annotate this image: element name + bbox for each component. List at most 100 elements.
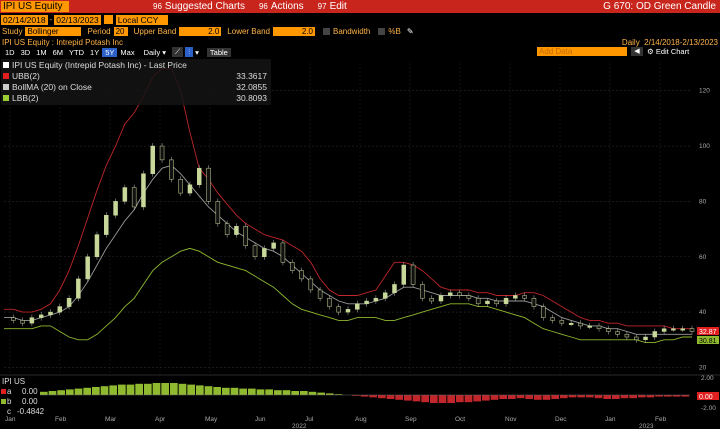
menu-number: 96 xyxy=(153,2,162,11)
candle-body xyxy=(661,328,667,332)
start-date-field[interactable]: 02/14/2018 xyxy=(1,14,48,25)
period-max[interactable]: Max xyxy=(120,47,135,57)
candle-body xyxy=(206,167,211,202)
histogram-bar xyxy=(274,390,282,395)
histogram-bar xyxy=(92,387,100,395)
histogram-bar xyxy=(100,386,109,395)
histogram-bar xyxy=(473,395,481,402)
histogram-bar xyxy=(395,395,403,400)
histogram-bar xyxy=(187,384,195,395)
candle-body xyxy=(224,223,230,235)
legend-row-lbb[interactable]: LBB(2) 30.8093 xyxy=(1,92,271,103)
histogram-bar xyxy=(378,395,386,399)
histogram-bar xyxy=(40,391,48,395)
period-5y[interactable]: 5Y xyxy=(102,47,118,57)
candle-body xyxy=(289,262,295,271)
histogram-bar xyxy=(213,387,221,395)
candle-body xyxy=(76,278,81,299)
histogram-bar xyxy=(265,389,273,395)
table-button[interactable]: Table xyxy=(206,47,231,57)
histogram-bar xyxy=(603,395,611,399)
lower-badge: 0.00 xyxy=(699,394,713,401)
legend-row-bollma[interactable]: BollMA (20) on Close 32.0855 xyxy=(1,81,271,92)
candle-body xyxy=(234,226,239,235)
period-3d[interactable]: 3D xyxy=(20,47,31,57)
histogram-bar xyxy=(334,394,343,395)
row-b-value: 0.00 xyxy=(22,397,38,406)
candle-body xyxy=(689,328,695,332)
y-tick-label: 20 xyxy=(699,364,707,371)
candle-body xyxy=(503,298,509,305)
candle-body xyxy=(336,306,341,313)
histogram-bar xyxy=(638,395,646,398)
candle-chart-icon[interactable]: ⫶ xyxy=(185,47,194,57)
study-select[interactable]: Bollinger xyxy=(25,26,82,36)
menu-number: 97 xyxy=(317,2,327,11)
candle-body xyxy=(66,298,72,307)
histogram-bar xyxy=(438,395,447,403)
x-tick-label: Oct xyxy=(455,416,465,423)
candle-body xyxy=(485,300,490,305)
histogram-bar xyxy=(525,395,533,399)
candle-body xyxy=(141,173,146,208)
histogram-bar xyxy=(300,391,308,395)
end-date-field[interactable]: 02/13/2023 xyxy=(54,14,101,25)
x-tick-label: Feb xyxy=(655,416,667,423)
histogram-bar xyxy=(360,395,369,397)
date-range-label: Daily 2/14/2018-2/13/2023 xyxy=(622,38,718,47)
edit-chart-button[interactable]: ⚙ Edit Chart xyxy=(647,47,689,56)
period-1d[interactable]: 1D xyxy=(5,47,15,57)
chart-type-chevron-icon[interactable]: ▾ xyxy=(195,47,199,57)
histogram-bar xyxy=(629,395,637,399)
candle-body xyxy=(327,298,332,307)
upper-price-badge: 32.87 xyxy=(699,329,717,336)
histogram-bar xyxy=(456,395,464,403)
pctb-checkbox[interactable] xyxy=(378,27,386,35)
lower-tick-top: 2.00 xyxy=(701,375,714,382)
suggested-charts-button[interactable]: 96 Suggested Charts xyxy=(153,1,245,12)
candle-body xyxy=(364,300,369,305)
lower-band-field[interactable]: 2.0 xyxy=(273,26,315,36)
period-1y[interactable]: 1Y xyxy=(90,47,100,57)
chart-legend: IPI US Equity (Intrepid Potash Inc) - La… xyxy=(1,59,271,105)
price-chart[interactable]: 20 40 60 80 100 120 Jan Feb Mar Apr May Jun Jul Aug S… xyxy=(0,57,720,429)
edit-button[interactable]: 97 Edit xyxy=(318,1,347,12)
calendar-icon[interactable] xyxy=(103,15,113,24)
nav-back-icon[interactable]: ◀ xyxy=(631,47,643,56)
currency-select[interactable]: Local CCY xyxy=(115,14,168,25)
legend-row-price[interactable]: IPI US Equity (Intrepid Potash Inc) - La… xyxy=(1,59,271,70)
period-field[interactable]: 20 xyxy=(113,26,128,36)
actions-button[interactable]: 96 Actions xyxy=(259,1,304,12)
period-6m[interactable]: 6M xyxy=(52,47,64,57)
candle-body xyxy=(494,300,500,305)
histogram-bar xyxy=(594,395,603,399)
edit-chart-label: Edit Chart xyxy=(655,47,690,56)
candle-body xyxy=(540,306,546,318)
candle-body xyxy=(48,311,53,316)
period-ytd[interactable]: YTD xyxy=(69,47,85,57)
add-data-input[interactable]: Add Data xyxy=(537,47,627,56)
upper-band-field[interactable]: 2.0 xyxy=(179,26,222,36)
y-axis: 20 40 60 80 100 120 xyxy=(699,88,710,372)
legend-row-ubb[interactable]: UBB(2) 33.3617 xyxy=(1,70,271,81)
upper-price-badge-bg xyxy=(697,327,719,335)
legend-label: IPI US Equity (Intrepid Potash Inc) - La… xyxy=(12,59,187,70)
histogram-bar xyxy=(508,395,516,399)
interval-chevron-icon[interactable]: ▾ xyxy=(162,47,167,57)
bandwidth-checkbox[interactable] xyxy=(323,27,330,35)
candle-body xyxy=(215,201,221,224)
candle-body xyxy=(299,270,304,280)
candle-body xyxy=(345,309,351,313)
period-1m[interactable]: 1M xyxy=(36,47,47,57)
line-chart-icon[interactable]: ⟋ xyxy=(172,47,184,57)
histogram-bar xyxy=(655,395,663,397)
ticker-input[interactable]: IPI US Equity xyxy=(1,1,69,12)
interval-select[interactable]: Daily xyxy=(143,47,161,57)
candle-body xyxy=(429,298,434,302)
histogram-bar xyxy=(421,395,429,403)
pencil-icon[interactable]: ✎ xyxy=(406,26,414,36)
frequency-label: Daily xyxy=(621,37,640,47)
study-row: Study Bollinger Period 20 Upper Band 2.0… xyxy=(0,26,720,36)
histogram-bar xyxy=(118,384,126,395)
histogram-bar xyxy=(482,395,490,401)
